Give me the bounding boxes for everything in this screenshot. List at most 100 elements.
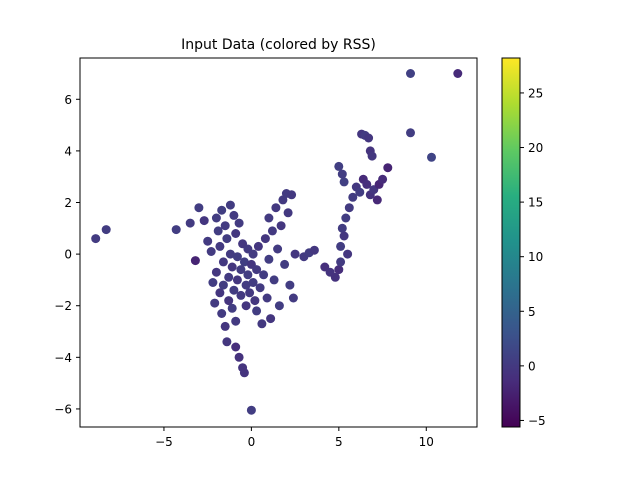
scatter-point (215, 241, 225, 251)
scatter-point (243, 270, 253, 280)
scatter-point (257, 319, 267, 329)
scatter-point (273, 244, 283, 254)
scatter-point (367, 151, 377, 161)
scatter-point (253, 241, 263, 251)
scatter-point (217, 309, 227, 318)
y-tick-label: 0 (64, 248, 72, 262)
scatter-point (91, 234, 101, 244)
y-axis: −6 −4 −2 0 2 4 6 (54, 93, 80, 416)
colorbar-tick-label: 25 (528, 86, 543, 100)
scatter-point (236, 290, 246, 300)
scatter-point (274, 301, 284, 311)
scatter-point (287, 190, 297, 200)
scatter-point (337, 223, 347, 233)
scatter-point (355, 187, 365, 197)
scatter-point (267, 226, 277, 236)
scatter-point (255, 283, 265, 293)
scatter-point (225, 249, 235, 259)
scatter-point (239, 368, 249, 378)
scatter-point (231, 342, 241, 352)
scatter-point (269, 275, 279, 285)
scatter-point (334, 161, 344, 171)
scatter-point (239, 257, 249, 267)
scatter-point (288, 293, 298, 303)
x-tick-label: 5 (335, 435, 343, 449)
scatter-point (337, 169, 347, 179)
chart-title: Input Data (colored by RSS) (181, 37, 376, 53)
scatter-point (224, 296, 234, 306)
scatter-point (330, 272, 340, 282)
x-tick-label: −5 (155, 435, 173, 449)
scatter-point (260, 234, 270, 244)
y-tick-label: −6 (54, 402, 72, 416)
scatter-point (208, 278, 218, 287)
scatter-point (206, 247, 216, 256)
scatter-point (203, 236, 213, 246)
scatter-point (406, 69, 415, 78)
colorbar-tick-label: 20 (528, 141, 543, 155)
scatter-point (236, 265, 246, 275)
scatter-point (231, 316, 241, 326)
scatter-point (344, 203, 354, 213)
y-tick-label: −4 (54, 351, 72, 365)
scatter-point (101, 225, 111, 235)
scatter-point (250, 296, 260, 306)
scatter-point (362, 179, 372, 189)
scatter-point (339, 177, 349, 187)
scatter-point (348, 192, 358, 202)
y-tick-label: 2 (64, 196, 72, 210)
scatter-point (222, 234, 232, 244)
scatter-point (334, 265, 344, 275)
scatter-point (341, 213, 351, 223)
scatter-point (218, 280, 228, 290)
scatter-point (210, 298, 220, 308)
scatter-point (229, 285, 239, 295)
scatter-point (217, 205, 227, 215)
scatter-point (234, 352, 244, 362)
scatter-point (364, 133, 374, 143)
scatter-point (171, 225, 181, 235)
x-tick-label: 10 (419, 435, 434, 449)
scatter-point (336, 257, 346, 267)
scatter-point (336, 241, 346, 251)
scatter-point (283, 208, 293, 218)
colorbar-axis: −5 0 5 10 15 20 25 (520, 86, 546, 428)
colorbar-tick-label: −5 (528, 414, 546, 428)
scatter-point (259, 270, 269, 280)
scatter-point (383, 163, 393, 173)
scatter-point (227, 262, 237, 272)
scatter-point (285, 280, 295, 290)
scatter-point (276, 221, 286, 231)
colorbar-tick-label: 0 (528, 359, 536, 373)
scatter-point (211, 267, 221, 277)
scatter-point (309, 245, 319, 255)
colorbar-tick-label: 15 (528, 196, 543, 210)
scatter-points (91, 69, 463, 415)
scatter-point (241, 301, 251, 311)
scatter-point (229, 210, 239, 220)
scatter-point (199, 216, 209, 226)
scatter-point (453, 69, 463, 78)
scatter-point (406, 128, 415, 138)
scatter-point (231, 229, 241, 238)
scatter-point (264, 213, 274, 223)
scatter-point (280, 259, 290, 269)
scatter-point (220, 221, 230, 231)
y-tick-label: −2 (54, 299, 72, 313)
colorbar-tick-label: 5 (528, 305, 536, 319)
scatter-point (234, 218, 244, 228)
scatter-point (252, 306, 262, 316)
scatter-point (271, 203, 281, 213)
y-tick-label: 6 (64, 93, 72, 107)
scatter-point (218, 257, 228, 267)
scatter-point (220, 321, 230, 331)
scatter-point (246, 405, 256, 415)
x-axis: −5 0 5 10 (155, 427, 434, 449)
scatter-point (224, 272, 234, 282)
scatter-point (225, 200, 235, 210)
scatter-point (427, 152, 436, 162)
plot-frame (79, 57, 478, 428)
scatter-point (222, 337, 232, 347)
y-tick-label: 4 (64, 144, 72, 158)
